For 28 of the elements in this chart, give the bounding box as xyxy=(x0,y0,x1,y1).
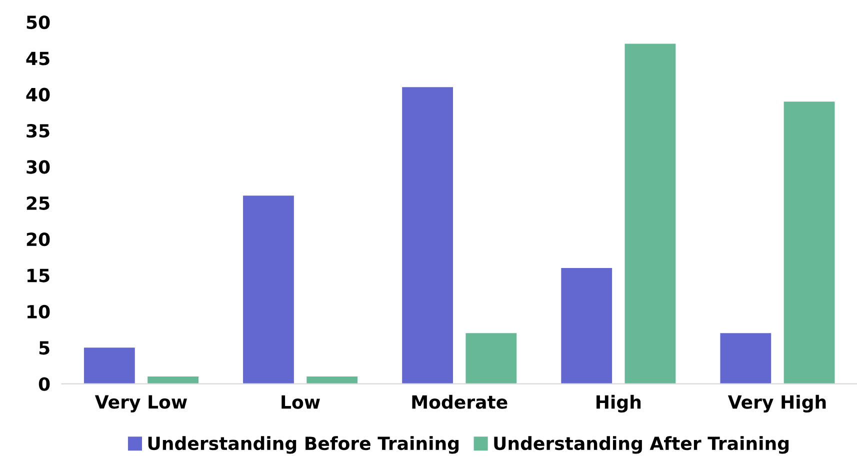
y-tick-label: 30 xyxy=(26,160,50,174)
bar xyxy=(720,333,772,384)
x-tick-label: Low xyxy=(282,395,320,409)
y-tick-label: 5 xyxy=(39,341,50,355)
x-tick-label: Moderate xyxy=(412,394,508,409)
y-tick-label: 10 xyxy=(28,304,50,319)
bar xyxy=(466,333,517,384)
legend-label: Understanding Before Training xyxy=(148,436,459,454)
y-tick-label: 25 xyxy=(26,196,50,210)
bar xyxy=(624,44,676,384)
y-tick-label: 35 xyxy=(26,124,50,138)
y-tick-label: 0 xyxy=(38,377,50,391)
x-tick-label: Very High xyxy=(728,394,826,412)
y-tick-label: 50 xyxy=(26,15,50,30)
y-tick-label: 15 xyxy=(28,268,50,282)
y-tick-label: 45 xyxy=(26,52,50,66)
y-tick-label: 20 xyxy=(26,232,50,246)
bar xyxy=(306,376,358,384)
bar xyxy=(243,196,294,384)
bar xyxy=(561,268,612,384)
legend-label: Understanding After Training xyxy=(494,436,789,454)
bar xyxy=(402,87,453,384)
x-tick-label: High xyxy=(596,394,641,412)
x-tick-label: Very Low xyxy=(94,395,187,412)
bar xyxy=(148,376,198,384)
bar xyxy=(84,348,135,384)
y-tick-label: 40 xyxy=(26,88,50,102)
bar xyxy=(784,102,835,384)
